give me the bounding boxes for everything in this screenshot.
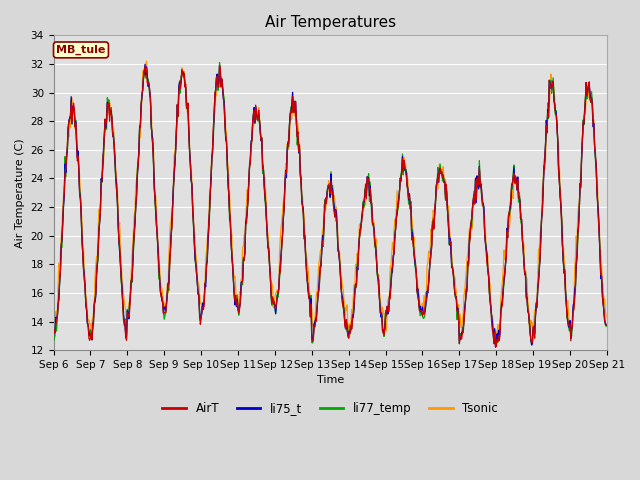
Line: Tsonic: Tsonic <box>54 61 606 338</box>
Legend: AirT, li75_t, li77_temp, Tsonic: AirT, li75_t, li77_temp, Tsonic <box>157 397 503 420</box>
Y-axis label: Air Temperature (C): Air Temperature (C) <box>15 138 25 248</box>
Line: li77_temp: li77_temp <box>54 62 606 344</box>
Text: MB_tule: MB_tule <box>56 45 106 55</box>
Line: li75_t: li75_t <box>54 64 606 347</box>
Line: AirT: AirT <box>54 66 606 347</box>
X-axis label: Time: Time <box>317 375 344 385</box>
Title: Air Temperatures: Air Temperatures <box>265 15 396 30</box>
